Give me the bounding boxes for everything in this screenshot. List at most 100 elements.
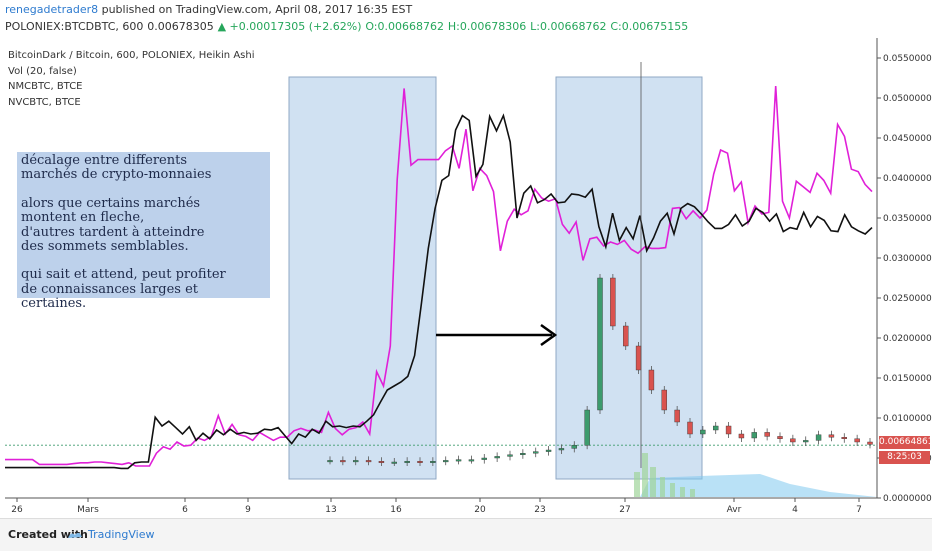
candle-body [635,345,642,371]
y-tick-label: 0.04500000 [883,134,932,144]
candle-body [738,433,745,439]
highlight-box-left [288,76,437,480]
x-tick-label: 6 [182,505,188,515]
price-chart[interactable]: 0.05500000 0.05000000 0.04500000 0.04000000… [0,38,932,518]
y-tick-label: 0.00000000 [883,494,932,504]
x-tick-label: Mars [77,505,99,515]
candle-body [815,434,822,441]
x-tick-label: 27 [619,505,630,515]
x-tick-label: 4 [792,505,798,515]
candle-body [648,369,655,391]
y-tick-label: 0.02500000 [883,294,932,304]
legend-nvc: NVCBTC, BTCE [8,96,81,108]
author-link[interactable]: renegadetrader8 [5,3,99,16]
candle-body [571,445,577,449]
y-tick-label: 0.05500000 [883,54,932,64]
note-line: d'autres tardent à atteindre [21,224,205,240]
x-tick-label: 13 [325,505,336,515]
chart-legend: BitcoinDark / Bitcoin, 600, POLONIEX, He… [8,48,255,110]
candle-body [687,421,693,435]
candle-body [623,325,629,347]
candle-body [854,438,860,443]
highlight-box-right [555,76,703,480]
candle-body [725,425,732,435]
candle-body [610,277,616,327]
published-text: published on TradingView.com, April 08, … [98,3,413,16]
close-value: C:0.00675155 [610,20,689,33]
y-tick-label: 0.01000000 [883,414,932,424]
y-tick-label: 0.03000000 [883,254,932,264]
candle-body [365,460,372,463]
tradingview-link[interactable]: TradingView [88,528,155,541]
candle-body [674,409,680,423]
x-tick-label: 16 [390,505,402,515]
candle-body [404,461,410,463]
chart-header: renegadetrader8 published on TradingView… [0,0,932,38]
note-line: alors que certains marchés [21,195,201,211]
symbol-label: POLONIEX:BTCDBTC, 600 [5,20,144,33]
candle-body [545,449,552,452]
y-tick-label: 0.05000000 [883,94,932,104]
change-value: ▲ +0.00017305 (+2.62%) [217,20,362,33]
tradingview-logo-icon [68,532,82,538]
candle-body [391,461,397,464]
volume-area [640,474,877,497]
note-line: montent en fleche, [21,210,145,226]
last-price: 0.00678305 [147,20,214,33]
candle-body [507,454,513,457]
candle-body [700,429,706,435]
bar-timer-label: 8:25:03 [879,451,930,464]
volume-bar [690,489,695,497]
legend-volume: Vol (20, false) [8,65,77,77]
x-tick-label: 7 [856,505,862,515]
candle-body [803,440,809,443]
y-tick-label: 0.04000000 [883,174,932,184]
volume-bar [680,487,685,497]
note-line: qui sait et attend, peut profiter [21,267,226,283]
y-tick-label: 0.03500000 [883,214,932,224]
candle-body [558,448,565,451]
ohlc-line: POLONIEX:BTCDBTC, 600 0.00678305 ▲ +0.00… [5,20,688,33]
chart-area[interactable]: 0.05500000 0.05000000 0.04500000 0.04000000… [0,38,932,518]
candle-body [443,460,449,463]
candle-body [481,457,487,460]
created-with-text: Created with [8,528,88,541]
candle-body [417,461,423,463]
candle-body [764,432,770,437]
candle-body [828,434,835,438]
candle-body [597,277,603,411]
x-tick-label: 9 [245,505,251,515]
x-tick-label: Avr [727,505,742,515]
candle-body [777,436,783,439]
nvcbtc-series-line [5,113,873,470]
footer: Created with TradingView [0,518,932,551]
candle-body [327,460,333,463]
x-tick-label: 23 [534,505,545,515]
candle-body [751,432,757,439]
arrow-head [540,323,558,347]
x-tick-label: 20 [474,505,486,515]
candle-body [520,453,526,456]
note-line: des sommets semblables. [21,239,189,255]
volume-bar [642,453,648,497]
annotation-note: décalage entre differents marchés de cryp… [17,152,270,311]
candle-body [661,389,667,411]
candle-body [494,456,500,459]
y-tick-label: 0.01500000 [883,374,932,384]
legend-main: BitcoinDark / Bitcoin, 600, POLONIEX, He… [8,50,255,61]
candle-body [378,461,385,463]
current-price-label: 0.00664861 [879,436,932,449]
low-value: L:0.00668762 [530,20,607,33]
note-line: décalage entre differents [21,153,188,168]
candle-body [340,460,346,463]
candle-body [790,438,796,443]
open-value: O:0.00668762 [365,20,444,33]
candle-body [533,451,539,454]
nmcbtc-series-line [5,85,873,467]
volume-bar [660,477,665,497]
volume-bar [670,483,675,497]
candle-body [468,459,475,462]
note-line: de connaissances larges et certaines. [21,281,199,312]
legend-nmc: NMCBTC, BTCE [8,81,83,92]
note-line: marchés de crypto-monnaies [21,167,212,183]
